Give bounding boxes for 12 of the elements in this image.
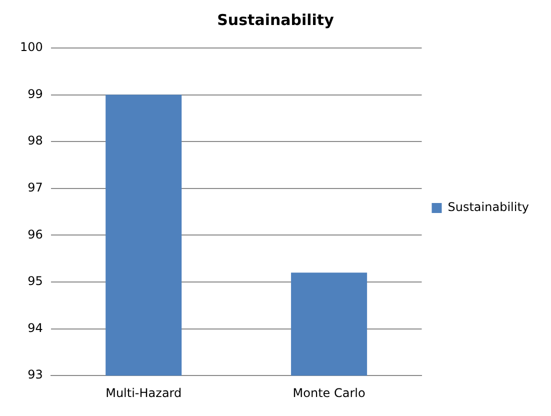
y-tick-label: 100 — [20, 40, 43, 54]
y-tick-label: 93 — [28, 368, 43, 382]
y-tick-label: 96 — [28, 227, 43, 242]
y-tick-label: 95 — [28, 274, 43, 288]
y-tick-label: 94 — [28, 320, 43, 335]
y-tick-label: 99 — [28, 86, 43, 101]
x-tick-label: Multi-Hazard — [106, 386, 182, 400]
x-tick-label: Monte Carlo — [292, 386, 366, 400]
y-tick-label: 97 — [28, 180, 43, 195]
y-tick-label: 98 — [28, 134, 43, 148]
chart-title: Sustainability — [217, 10, 334, 29]
legend-label: Sustainability — [448, 200, 530, 214]
